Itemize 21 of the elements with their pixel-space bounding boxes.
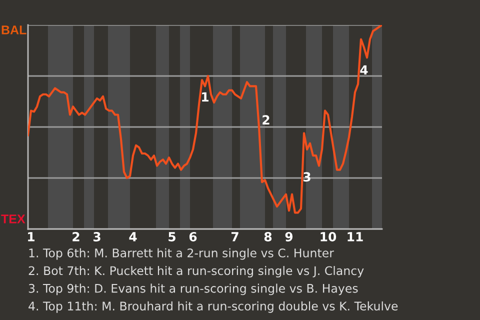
annotation: 4 [360,65,368,74]
x-tick-label: 10 [320,232,336,242]
annotation: 2 [262,115,270,124]
x-tick-label: 7 [231,232,238,242]
x-tick-label: 5 [168,232,176,242]
x-tick-label: 9 [285,232,293,242]
text: 1. Top 6th: M. Barrett hit a 2-run single vs C. Hunter [29,248,334,260]
x-tick-label: 4 [129,232,137,242]
x-tick-label: 11 [348,232,363,242]
text: 3. Top 9th: D. Evans hit a run-scoring single vs B. Hayes [28,284,358,296]
x-tick-label: 2 [72,232,80,242]
x-tick-label: 3 [93,232,100,242]
annotation: 1 [202,92,208,102]
x-tick-label: 1 [28,232,34,242]
x-tick-label: 8 [264,232,272,242]
text: 2. Bot 7th: K. Puckett hit a run-scoring single vs J. Clancy [28,266,364,278]
x-tick-label: 6 [189,232,197,242]
text: BAL [2,26,26,34]
text: 4. Top 11th: M. Brouhard hit a run-scoring double vs K. Tekulve [28,301,398,313]
annotation: 3 [303,172,310,182]
text: TEX [1,214,26,224]
